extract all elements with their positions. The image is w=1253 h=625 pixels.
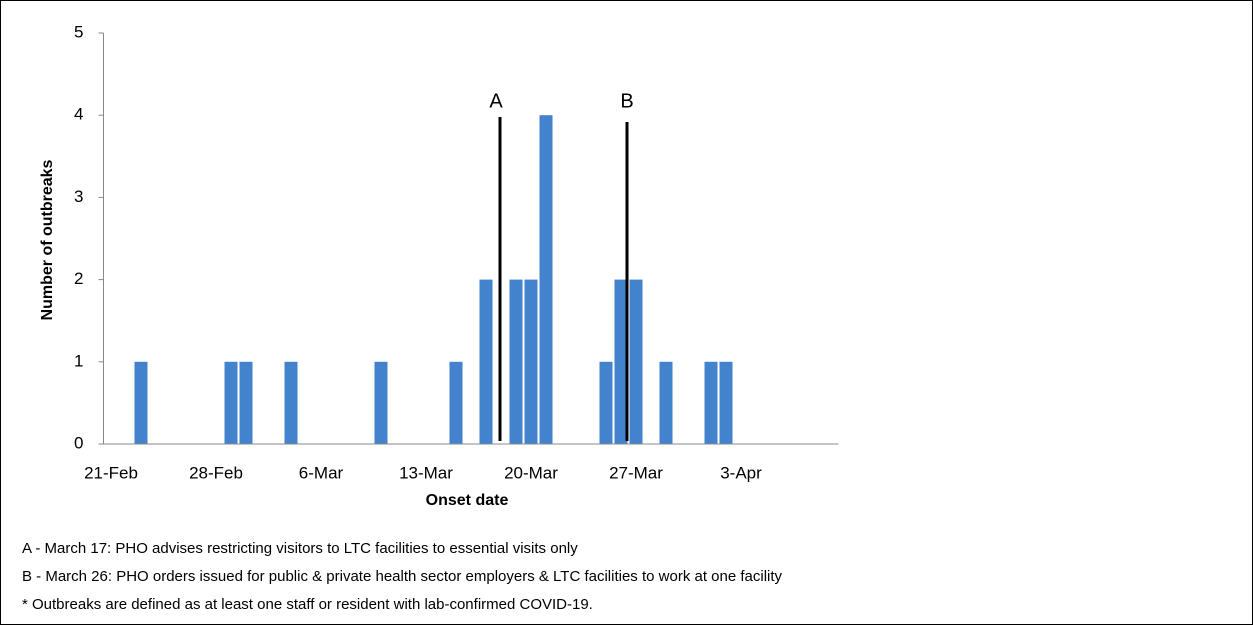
y-tick-label: 4 (74, 105, 83, 124)
y-tick-label: 0 (74, 433, 83, 452)
y-axis-title: Number of outbreaks (39, 159, 56, 320)
bar (224, 361, 238, 444)
bar (509, 279, 523, 444)
footnote: * Outbreaks are defined as at least one … (22, 596, 593, 613)
bar (374, 361, 388, 444)
footnote: A - March 17: PHO advises restricting vi… (22, 540, 578, 557)
bar (629, 279, 643, 444)
x-tick-label: 13-Mar (399, 463, 453, 482)
y-tick-label: 5 (74, 22, 83, 41)
x-tick-label: 3-Apr (720, 463, 762, 482)
bar (524, 279, 538, 444)
bar (284, 361, 298, 444)
x-tick-label: 6-Mar (299, 463, 344, 482)
bar (449, 361, 463, 444)
bar (659, 361, 673, 444)
x-tick-label: 28-Feb (189, 463, 243, 482)
bar (479, 279, 493, 444)
x-tick-label: 27-Mar (609, 463, 663, 482)
annotation-label: B (620, 90, 633, 112)
bar (599, 361, 613, 444)
bar (614, 279, 628, 444)
bar (134, 361, 148, 444)
x-axis-title: Onset date (426, 492, 509, 509)
y-tick-label: 1 (74, 351, 83, 370)
x-tick-label: 20-Mar (504, 463, 558, 482)
y-tick-label: 2 (74, 269, 83, 288)
bar (539, 115, 553, 444)
bar (719, 361, 733, 444)
annotation-label: A (489, 90, 503, 112)
footnote: B - March 26: PHO orders issued for publ… (22, 568, 783, 585)
bar (239, 361, 253, 444)
y-tick-label: 3 (74, 187, 83, 206)
x-tick-label: 21-Feb (84, 463, 138, 482)
bar (704, 361, 718, 444)
